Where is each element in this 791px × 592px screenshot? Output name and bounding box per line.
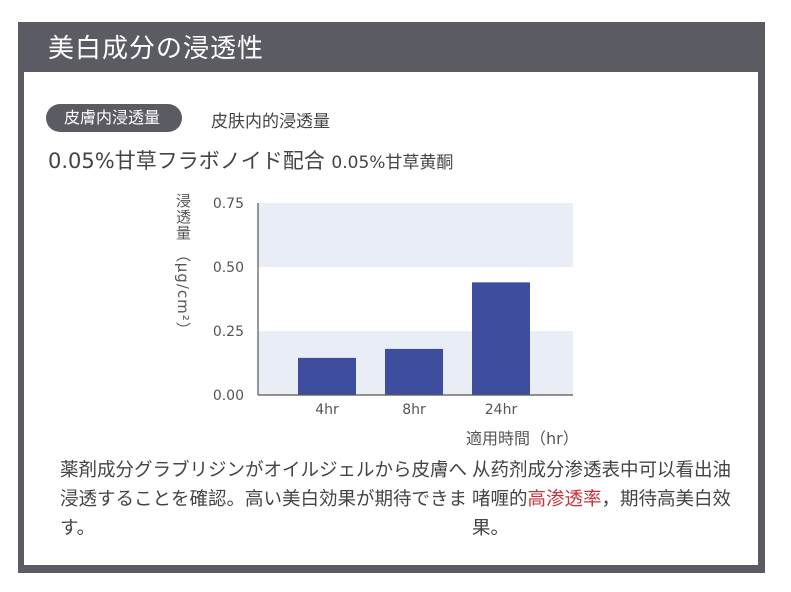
y-tick-label: 0.50 xyxy=(213,260,244,276)
description-cn-highlight: 高渗透率 xyxy=(527,489,602,510)
formula-line: 0.05%甘草フラボノイド配合 0.05%甘草黄酮 xyxy=(48,145,453,175)
badge-label: 皮膚内浸透量 xyxy=(46,104,183,132)
formula-cn: 0.05%甘草黄酮 xyxy=(331,153,454,173)
bar-4hr xyxy=(298,357,356,395)
y-tick-label: 0.00 xyxy=(213,388,244,404)
x-axis-label: 適用時間（hr） xyxy=(466,429,579,448)
description-cn-after: ，期待高美白效果。 xyxy=(472,489,732,539)
y-axis-label: 浸透量 （μg/cm²） xyxy=(174,193,192,338)
grid-band xyxy=(258,203,573,267)
x-tick-label: 4hr xyxy=(315,402,339,418)
x-tick-label: 8hr xyxy=(402,402,426,418)
content-panel xyxy=(24,72,758,565)
page-title: 美白成分の浸透性 xyxy=(48,34,265,64)
formula-ja: 0.05%甘草フラボノイド配合 xyxy=(48,149,325,173)
y-tick-label: 0.75 xyxy=(213,196,244,212)
description-ja: 薬剤成分グラブリジンがオイルジェルから皮膚へ浸透することを確認。高い美白効果が期… xyxy=(60,460,468,539)
y-tick-label: 0.25 xyxy=(213,324,244,340)
bar-8hr xyxy=(385,348,443,395)
bar-24hr xyxy=(472,282,530,395)
description-cn-before: 从药剂成分渗透表中可以看出油啫喱的 xyxy=(472,460,732,510)
description-cn: 从药剂成分渗透表中可以看出油啫喱的高渗透率，期待高美白效果。 xyxy=(472,456,747,543)
x-tick-label: 24hr xyxy=(485,402,518,418)
badge-translation: 皮肤内的浸透量 xyxy=(211,112,330,132)
